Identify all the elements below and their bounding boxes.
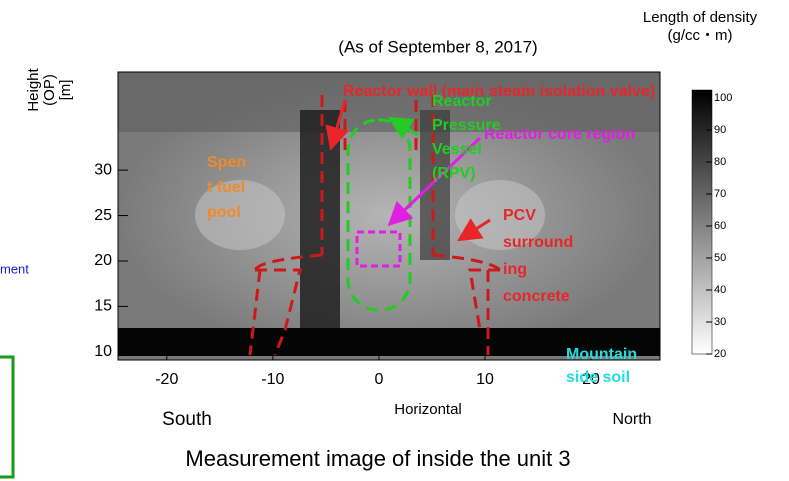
annotation-line: side soil [566, 369, 630, 386]
x-label: Horizontal [394, 401, 462, 418]
annotation-line: Vessel [432, 141, 482, 158]
colorbar-tick-label: 80 [714, 156, 726, 168]
x-tick-label: -10 [261, 371, 284, 388]
cropped-box [0, 355, 15, 479]
colorbar-tick-label: 100 [714, 92, 732, 104]
y-tick-label: 10 [94, 343, 112, 360]
y-label-line: (OP) [41, 74, 58, 106]
colorbar [691, 89, 713, 355]
annotation-line: surround [503, 234, 573, 251]
title: (As of September 8, 2017) [338, 37, 537, 56]
x-tick-label: 0 [374, 371, 383, 388]
x-left-label: South [162, 409, 212, 430]
arrow [387, 136, 482, 227]
colorbar-tick-label: 60 [714, 220, 726, 232]
y-tick-label: 15 [94, 298, 112, 315]
annotation-line: pool [207, 204, 241, 221]
annotation-line: (RPV) [432, 165, 476, 182]
axes: -20 -10 0 10 20 10 15 20 25 30 20 30 40 50 60 70 80 90 100 [94, 71, 732, 388]
x-tick-label: 10 [476, 371, 494, 388]
annotation-line: Reactor [432, 93, 492, 110]
annotation: Reactor core region [484, 126, 635, 143]
y-label-line: [m] [57, 80, 74, 101]
y-label: Height (OP) [m] [25, 67, 74, 111]
y-tick-label: 20 [94, 252, 112, 269]
x-right-label: North [612, 411, 651, 428]
annotation-line: t fuel [207, 179, 245, 196]
colorbar-title: Length of density [643, 9, 758, 26]
annotation: ment [0, 261, 29, 276]
arrow [325, 99, 349, 151]
y-label-line: Height [25, 67, 42, 111]
colorbar-tick-label: 20 [714, 348, 726, 360]
caption: Measurement image of inside the unit 3 [185, 446, 570, 471]
colorbar-tick-label: 40 [714, 284, 726, 296]
annotation-line: concrete [503, 288, 570, 305]
colorbar-tick-label: 70 [714, 188, 726, 200]
annotation-line: PCV [503, 207, 536, 224]
annotations: Reactor Pressure Vessel (RPV) Spen t fuel pool… [207, 93, 637, 386]
colorbar-tick-label: 90 [714, 124, 726, 136]
colorbar-tick-label: 30 [714, 316, 726, 328]
x-tick-label: -20 [155, 371, 178, 388]
colorbar-tick-label: 50 [714, 252, 726, 264]
x-tick-label: 20 [582, 371, 600, 388]
arrow [456, 218, 491, 242]
annotation-line: Pressure [432, 117, 501, 134]
annotation: Reactor wall (main steam isolation valve… [343, 83, 655, 100]
annotation-line: Spen [207, 154, 246, 171]
y-tick-label: 30 [94, 161, 112, 178]
colorbar-title: (g/cc・m) [668, 27, 733, 44]
y-tick-label: 25 [94, 207, 112, 224]
annotation-line: ing [503, 261, 527, 278]
annotation-line: Mountain [566, 346, 637, 363]
heatmap [118, 72, 660, 360]
arrow [387, 116, 419, 140]
